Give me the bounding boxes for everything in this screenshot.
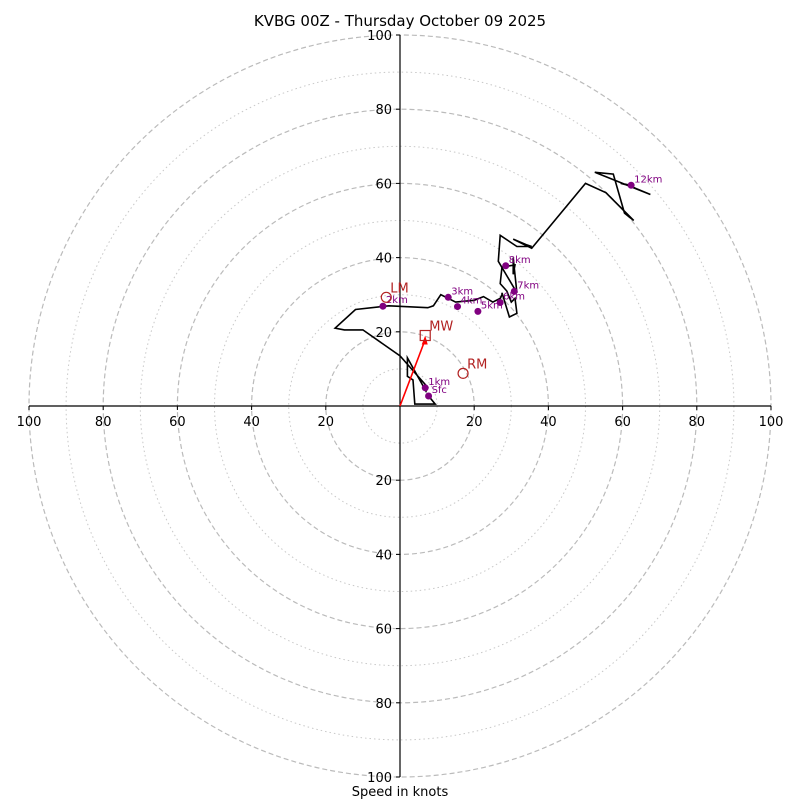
height-marker-dot (454, 303, 462, 311)
height-marker-dot (474, 307, 482, 315)
y-tick-label: 40 (375, 548, 392, 563)
height-marker-dot (502, 262, 510, 270)
height-marker-label: 12km (634, 174, 662, 185)
x-tick-label: 100 (759, 415, 784, 430)
height-marker-label: 7km (517, 280, 539, 291)
height-marker-dot (444, 293, 452, 301)
tick-labels: 100 80 60 40 20 20 40 60 80 100 100 80 60 40 20 20 40 60 8… (17, 29, 784, 786)
chart-title: KVBG 00Z - Thursday October 09 2025 (254, 12, 546, 30)
x-tick-label: 40 (540, 415, 557, 430)
height-marker-label: 2km (386, 295, 408, 306)
storm-motion-square (419, 329, 431, 342)
y-tick-label: 40 (375, 252, 392, 267)
storm-motion-circle (380, 291, 392, 303)
storm-motion-circle (457, 367, 469, 379)
height-marker-dot (496, 298, 504, 306)
x-tick-label: 20 (466, 415, 483, 430)
height-marker-dot (627, 181, 635, 189)
height-marker-label: 3km (451, 286, 473, 297)
storm-motion-markers: LM MW RM (380, 281, 487, 407)
height-marker-dot (421, 384, 429, 392)
x-tick-label: 40 (243, 415, 260, 430)
x-tick-label: 100 (17, 415, 42, 430)
hodograph-trace (333, 171, 651, 405)
y-tick-label: 80 (375, 697, 392, 712)
y-tick-label: 60 (375, 177, 392, 192)
x-tick-label: 60 (169, 415, 186, 430)
y-tick-label: 20 (375, 474, 392, 489)
height-marker-label: 4km (461, 296, 483, 307)
x-tick-label: 80 (95, 415, 112, 430)
height-marker-dot (510, 287, 518, 295)
mean-wind-vector (399, 339, 426, 407)
height-marker-dot (379, 302, 387, 310)
y-tick-label: 80 (375, 103, 392, 118)
height-marker-label: Sfc (432, 385, 447, 396)
storm-motion-label: MW (429, 320, 453, 335)
height-marker-dot (425, 392, 433, 400)
height-marker-label: 8km (509, 255, 531, 266)
storm-motion-label: RM (467, 357, 487, 372)
height-marker-label: 5km (481, 300, 503, 311)
x-tick-label: 20 (318, 415, 335, 430)
height-marker-label: 6km (503, 291, 525, 302)
y-tick-label: 100 (367, 771, 392, 786)
x-tick-label: 60 (614, 415, 631, 430)
height-marker-label: 1km (428, 377, 450, 388)
y-tick-label: 60 (375, 623, 392, 638)
x-axis-label: Speed in knots (352, 785, 449, 800)
storm-motion-label: LM (390, 281, 408, 296)
y-tick-label: 20 (375, 326, 392, 341)
y-tick-label: 100 (367, 29, 392, 44)
hodograph-line (333, 171, 651, 405)
x-tick-label: 80 (689, 415, 706, 430)
